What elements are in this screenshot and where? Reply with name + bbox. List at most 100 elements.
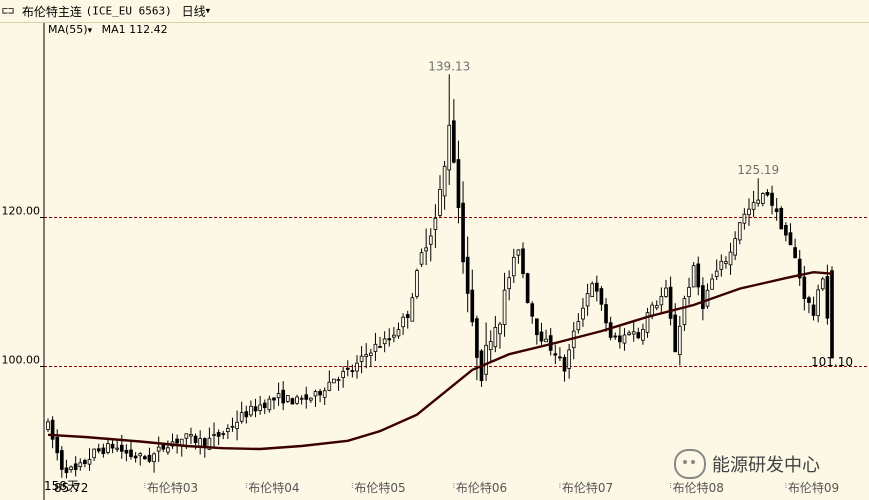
candle-body	[276, 393, 281, 399]
candle-body	[456, 159, 461, 208]
candle-body	[714, 270, 719, 277]
chevron-down-icon[interactable]: ▾	[205, 6, 211, 17]
candle-body	[756, 199, 761, 204]
candle-body	[452, 120, 456, 163]
candle-body	[516, 249, 521, 256]
candle-body	[60, 450, 64, 470]
candle-body	[770, 192, 774, 206]
candle-body	[784, 225, 788, 236]
list-icon[interactable]: ⊏⊐	[2, 5, 15, 17]
candle-body	[207, 437, 212, 450]
candle-body	[428, 235, 433, 245]
candle-body	[152, 453, 156, 463]
candle-body	[493, 327, 498, 348]
x-tick-label: 布伦特06	[456, 480, 507, 495]
candle-body	[336, 379, 341, 381]
candle-body	[622, 334, 627, 344]
candle-body	[779, 207, 784, 230]
candle-body	[96, 448, 101, 452]
period-selector[interactable]: 日线▾	[181, 4, 211, 19]
candle-body	[701, 285, 705, 309]
candle-body	[378, 346, 382, 348]
candle-body	[368, 352, 373, 356]
candle-body	[322, 390, 327, 398]
candle-body	[143, 456, 147, 460]
candle-body	[415, 270, 419, 297]
candle-body	[627, 332, 631, 335]
candle-body	[650, 304, 654, 316]
wechat-icon	[674, 449, 706, 479]
x-tick-label: 布伦特05	[354, 480, 405, 495]
candle-body	[728, 251, 733, 266]
candle-body	[664, 287, 668, 297]
candle-body	[461, 202, 465, 263]
candle-body	[69, 466, 73, 471]
candle-body	[83, 459, 87, 465]
instrument-name: 布伦特主连	[21, 4, 82, 19]
candle-body	[239, 412, 244, 422]
candle-body	[668, 286, 673, 319]
candle-body	[484, 344, 488, 375]
candle-body	[636, 332, 641, 339]
candle-body	[221, 433, 226, 435]
ma1-value: MA1 112.42	[101, 23, 168, 36]
ma55-line	[47, 270, 833, 451]
period-label: 日线	[181, 4, 206, 19]
candle-body	[253, 406, 258, 412]
candle-body	[705, 289, 710, 307]
candle-body	[825, 276, 830, 319]
candle-body	[696, 263, 701, 288]
candle-body	[249, 405, 253, 416]
x-tick-label: 布伦特08	[673, 480, 724, 495]
candle-body	[502, 289, 507, 326]
candle-body	[359, 355, 364, 362]
candle-body	[797, 258, 802, 279]
candle-body	[511, 256, 516, 277]
candle-body	[345, 367, 350, 370]
ma-indicator-label[interactable]: MA(55)	[48, 23, 88, 36]
candle-body	[50, 419, 55, 440]
candle-body	[313, 391, 318, 397]
candle-body	[751, 202, 756, 210]
candle-body	[410, 297, 415, 322]
candle-body	[115, 447, 120, 450]
candle-body	[73, 463, 78, 470]
candle-body	[189, 434, 193, 437]
candle-body	[599, 288, 604, 305]
candle-body	[106, 443, 110, 453]
candle-body	[419, 252, 424, 265]
candle-body	[64, 467, 69, 474]
watermark: 能源研发中心	[674, 449, 820, 479]
candle-body	[820, 278, 825, 290]
candle-body	[830, 270, 834, 359]
candle-body	[687, 287, 691, 298]
candle-body	[133, 455, 138, 459]
candle-body	[604, 304, 608, 324]
candle-body	[488, 341, 493, 351]
candle-body	[562, 357, 567, 372]
candle-body	[747, 208, 751, 216]
candle-body	[774, 208, 779, 213]
candle-body	[119, 444, 124, 452]
candle-body	[92, 448, 96, 459]
candle-body	[373, 343, 378, 352]
x-tick-label: 布伦特09	[788, 480, 839, 495]
bottom-strip	[48, 494, 869, 500]
y-tick-label: 100.00	[2, 354, 41, 367]
candle-body	[811, 304, 816, 316]
candle-body	[438, 188, 442, 216]
candle-body	[244, 411, 249, 418]
candle-body	[742, 213, 747, 224]
x-tick-label: 布伦特03	[147, 480, 198, 495]
candle-body	[567, 349, 571, 369]
candle-body	[262, 402, 267, 409]
candle-body	[156, 446, 161, 452]
candle-body	[198, 438, 203, 447]
candle-body	[364, 354, 369, 358]
candle-body	[101, 447, 106, 455]
candle-body	[788, 232, 793, 246]
candle-body	[521, 248, 525, 274]
candle-body	[470, 289, 475, 323]
chevron-down-icon[interactable]: ▾	[87, 26, 93, 36]
